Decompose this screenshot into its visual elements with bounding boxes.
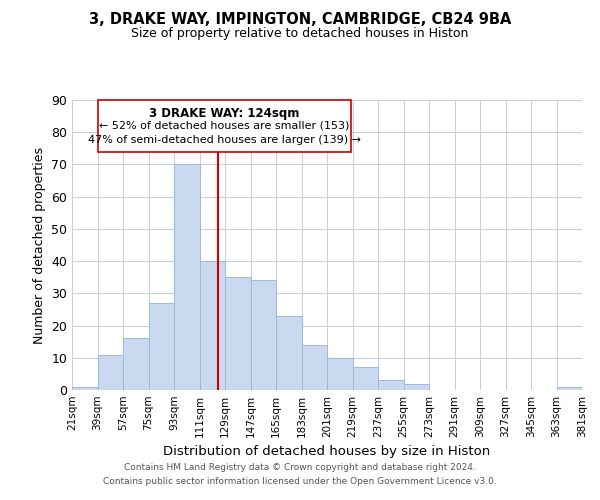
Bar bbox=[199, 261, 225, 390]
Text: 47% of semi-detached houses are larger (139) →: 47% of semi-detached houses are larger (… bbox=[88, 135, 361, 145]
Bar bbox=[225, 277, 251, 390]
Bar bbox=[404, 384, 429, 390]
Bar bbox=[353, 368, 378, 390]
X-axis label: Distribution of detached houses by size in Histon: Distribution of detached houses by size … bbox=[163, 446, 491, 458]
Text: Contains public sector information licensed under the Open Government Licence v3: Contains public sector information licen… bbox=[103, 477, 497, 486]
FancyBboxPatch shape bbox=[97, 100, 351, 152]
Bar bbox=[302, 345, 327, 390]
Bar bbox=[557, 387, 582, 390]
Bar bbox=[123, 338, 149, 390]
Bar bbox=[174, 164, 199, 390]
Bar bbox=[149, 303, 174, 390]
Bar bbox=[378, 380, 404, 390]
Text: ← 52% of detached houses are smaller (153): ← 52% of detached houses are smaller (15… bbox=[99, 121, 349, 131]
Y-axis label: Number of detached properties: Number of detached properties bbox=[32, 146, 46, 344]
Text: Contains HM Land Registry data © Crown copyright and database right 2024.: Contains HM Land Registry data © Crown c… bbox=[124, 464, 476, 472]
Text: Size of property relative to detached houses in Histon: Size of property relative to detached ho… bbox=[131, 28, 469, 40]
Bar bbox=[327, 358, 353, 390]
Text: 3 DRAKE WAY: 124sqm: 3 DRAKE WAY: 124sqm bbox=[149, 107, 299, 120]
Bar bbox=[72, 387, 97, 390]
Bar bbox=[97, 354, 123, 390]
Bar bbox=[276, 316, 302, 390]
Bar bbox=[251, 280, 276, 390]
Text: 3, DRAKE WAY, IMPINGTON, CAMBRIDGE, CB24 9BA: 3, DRAKE WAY, IMPINGTON, CAMBRIDGE, CB24… bbox=[89, 12, 511, 28]
